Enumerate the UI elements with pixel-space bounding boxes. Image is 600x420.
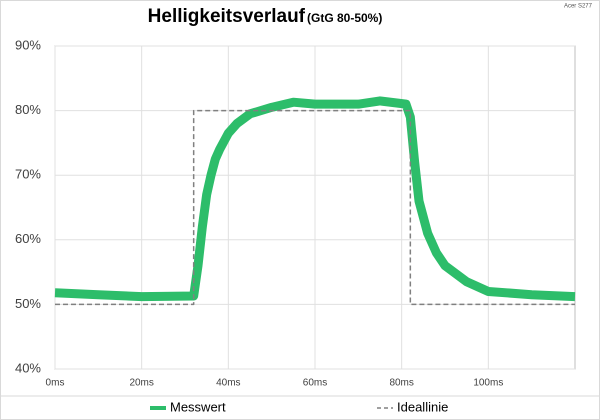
y-tick-label: 80% (15, 102, 41, 117)
y-tick-label: 50% (15, 296, 41, 311)
x-tick-label: 80ms (389, 378, 413, 389)
legend-label: Ideallinie (397, 399, 448, 414)
chart-title: Helligkeitsverlauf (148, 6, 306, 27)
x-tick-label: 100ms (473, 378, 503, 389)
y-tick-label: 70% (15, 167, 41, 182)
x-tick-label: 60ms (303, 378, 327, 389)
x-tick-label: 0ms (46, 378, 65, 389)
y-tick-label: 60% (15, 231, 41, 246)
series-line (55, 109, 575, 306)
chart-subtitle: (GtG 80-50%) (307, 11, 382, 25)
x-tick-label: 40ms (216, 378, 240, 389)
watermark: Acer S277 (564, 4, 593, 10)
y-tick-label: 90% (15, 37, 41, 52)
x-tick-label: 20ms (129, 378, 153, 389)
legend-label: Messwert (170, 399, 226, 414)
series-line (54, 96, 576, 302)
y-tick-label: 40% (15, 360, 41, 375)
